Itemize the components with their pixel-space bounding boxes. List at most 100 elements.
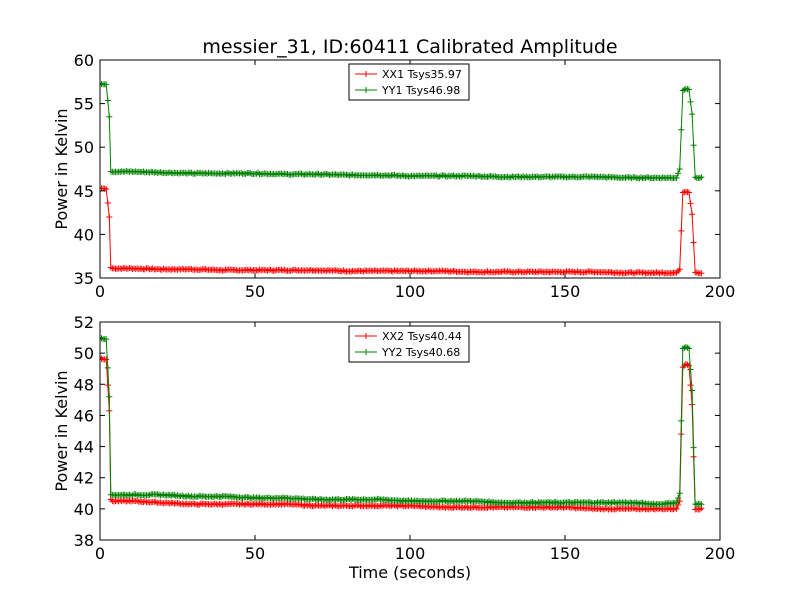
data-point bbox=[700, 503, 703, 506]
data-point bbox=[564, 506, 566, 509]
y-tick-label: 42 bbox=[74, 469, 94, 488]
x-axis-title: Time (seconds) bbox=[348, 563, 471, 582]
data-point bbox=[440, 500, 442, 502]
data-point bbox=[471, 500, 473, 502]
data-point bbox=[316, 173, 318, 175]
x-tick-label: 0 bbox=[95, 282, 105, 301]
data-point bbox=[285, 503, 287, 506]
data-point bbox=[657, 503, 659, 506]
series-2 bbox=[100, 334, 705, 508]
data-point bbox=[105, 83, 107, 86]
plot-panels: 0 50 100 150 200 35 40 45 50 55 60 Power in Kelvin X… bbox=[52, 51, 735, 582]
series-markers bbox=[100, 80, 705, 182]
data-point bbox=[316, 269, 318, 272]
data-point bbox=[685, 88, 687, 90]
data-point bbox=[347, 498, 349, 501]
y-tick-label: 52 bbox=[74, 313, 94, 332]
data-point bbox=[409, 175, 411, 177]
data-point bbox=[285, 173, 287, 175]
data-point bbox=[108, 115, 111, 118]
data-point bbox=[111, 494, 114, 496]
data-point bbox=[130, 170, 132, 173]
legend-marker bbox=[363, 71, 369, 77]
x-tick-label: 50 bbox=[245, 544, 265, 563]
data-point bbox=[440, 506, 442, 509]
data-point bbox=[688, 347, 690, 350]
y-tick-label: 38 bbox=[74, 531, 94, 550]
data-point bbox=[130, 500, 132, 502]
data-point bbox=[700, 272, 703, 274]
data-point bbox=[316, 498, 318, 501]
data-point bbox=[685, 346, 687, 348]
data-point bbox=[102, 83, 104, 86]
data-point bbox=[688, 191, 690, 194]
series-2 bbox=[100, 80, 705, 182]
y-tick-label: 40 bbox=[74, 500, 94, 519]
data-point bbox=[378, 174, 380, 176]
data-point bbox=[682, 347, 684, 350]
y-tick-label: 35 bbox=[74, 269, 94, 288]
y-axis-title: Power in Kelvin bbox=[52, 370, 71, 491]
data-point bbox=[685, 363, 687, 365]
series-1 bbox=[100, 185, 705, 277]
data-point bbox=[697, 272, 700, 274]
data-point bbox=[110, 494, 112, 496]
y-tick-label: 48 bbox=[74, 375, 94, 394]
data-point bbox=[678, 168, 681, 170]
data-point bbox=[254, 497, 256, 499]
data-point bbox=[657, 272, 659, 274]
y-tick-label: 45 bbox=[74, 182, 94, 201]
data-point bbox=[102, 338, 104, 340]
legend-label: XX2 Tsys40.44 bbox=[382, 330, 462, 343]
data-point bbox=[657, 508, 659, 510]
y-tick-label: 50 bbox=[74, 344, 94, 363]
data-point bbox=[102, 187, 104, 189]
data-point bbox=[626, 501, 628, 504]
legend: XX2 Tsys40.44 YY2 Tsys40.68 bbox=[348, 325, 470, 363]
data-point bbox=[285, 269, 287, 272]
x-tick-label: 50 bbox=[245, 282, 265, 301]
data-point bbox=[595, 508, 597, 510]
data-point bbox=[688, 88, 690, 91]
data-point bbox=[700, 508, 703, 510]
data-point bbox=[111, 267, 114, 270]
x-tick-label: 150 bbox=[550, 282, 581, 301]
data-point bbox=[694, 508, 696, 510]
data-point bbox=[691, 113, 693, 115]
series-markers bbox=[100, 354, 705, 513]
y-tick-label: 46 bbox=[74, 406, 94, 425]
y-tick-label: 50 bbox=[74, 138, 94, 157]
data-point bbox=[108, 216, 111, 218]
x-tick-label: 100 bbox=[395, 282, 426, 301]
x-tick-label: 150 bbox=[550, 544, 581, 563]
data-point bbox=[105, 338, 107, 340]
data-point bbox=[533, 506, 535, 509]
data-point bbox=[440, 270, 442, 272]
data-point bbox=[471, 271, 473, 273]
data-point bbox=[110, 266, 112, 269]
data-point bbox=[626, 508, 628, 510]
data-point bbox=[694, 176, 696, 178]
data-point bbox=[347, 504, 349, 507]
data-point bbox=[675, 176, 678, 179]
legend-box bbox=[348, 325, 470, 363]
data-point bbox=[471, 506, 473, 509]
data-point bbox=[595, 176, 597, 178]
data-point bbox=[111, 500, 114, 502]
data-point bbox=[657, 176, 659, 179]
data-point bbox=[409, 500, 411, 502]
data-point bbox=[697, 508, 700, 510]
data-point bbox=[700, 176, 703, 179]
data-point bbox=[192, 503, 194, 506]
data-point bbox=[685, 190, 687, 193]
y-tick-label: 40 bbox=[74, 225, 94, 244]
legend-label: YY1 Tsys46.98 bbox=[381, 84, 460, 97]
data-point bbox=[564, 176, 566, 178]
y-tick-label: 60 bbox=[74, 51, 94, 70]
data-point bbox=[678, 268, 681, 271]
series-markers bbox=[100, 185, 705, 277]
data-point bbox=[533, 501, 535, 504]
data-point bbox=[130, 267, 132, 270]
data-point bbox=[105, 358, 107, 361]
